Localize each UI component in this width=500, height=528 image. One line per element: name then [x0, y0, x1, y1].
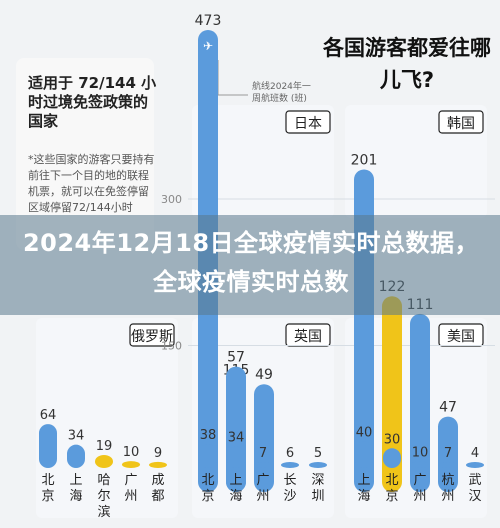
category-label: 杭	[441, 473, 454, 488]
country-title: 日本	[294, 116, 322, 132]
annotation-text: 周航班数 (班)	[252, 92, 307, 104]
country-title: 韩国	[447, 116, 475, 132]
category-label: 上	[229, 473, 242, 488]
value-label: 4	[471, 446, 479, 461]
category-label: 北	[385, 473, 398, 488]
bar	[199, 444, 217, 468]
category-label: 京	[201, 489, 214, 504]
bar	[411, 461, 429, 468]
category-label: 上	[69, 473, 82, 488]
value-label: 64	[40, 408, 57, 423]
value-label: 49	[255, 367, 273, 383]
category-label: 滨	[97, 504, 110, 520]
category-label: 上	[357, 473, 370, 488]
bar	[466, 462, 484, 468]
country-tag	[285, 110, 331, 134]
value-label: 34	[228, 431, 245, 446]
value-label: 38	[200, 428, 217, 443]
banner-text: 2024年12月18日全球疫情实时总数据，全球疫情实时总数	[22, 229, 480, 296]
category-label: 哈	[97, 473, 110, 488]
bar	[149, 461, 167, 468]
category-label: 海	[357, 489, 370, 504]
value-label: 7	[259, 446, 267, 461]
bar	[410, 313, 430, 492]
tick-label: 150	[161, 339, 182, 352]
value-label: 40	[356, 426, 373, 441]
category-label: 圳	[311, 489, 324, 504]
value-label: 57	[227, 350, 245, 366]
category-label: 武	[468, 473, 481, 488]
value-label: 7	[444, 446, 452, 461]
category-label: 州	[124, 489, 137, 504]
category-label: 深	[311, 473, 324, 488]
tick-label: 300	[161, 193, 182, 206]
annotation-text: 航线2024年一	[252, 80, 311, 92]
country-tag	[438, 323, 484, 347]
value-label: 19	[96, 439, 113, 454]
category-label: 州	[441, 489, 454, 504]
value-label: 10	[412, 445, 429, 460]
category-label: 都	[151, 489, 164, 504]
country-tag	[129, 323, 175, 347]
category-label: 京	[41, 489, 54, 504]
category-label: 海	[69, 489, 82, 504]
value-label: 47	[439, 400, 457, 416]
bar	[309, 462, 327, 468]
bar	[227, 446, 245, 468]
value-label: 5	[314, 446, 322, 461]
value-label: 9	[154, 446, 162, 461]
info-title: 适用于 72/144 小时过境免签政策的国家	[28, 74, 157, 130]
bar	[281, 462, 299, 468]
headline: 各国游客都爱往哪儿飞?	[323, 36, 491, 92]
panel-background	[36, 318, 178, 518]
category-label: 北	[201, 473, 214, 488]
category-label: 海	[229, 489, 242, 504]
category-label: 州	[413, 489, 426, 504]
category-label: 汉	[468, 489, 481, 504]
country-tag	[438, 110, 484, 134]
bar	[383, 448, 401, 468]
value-label: 34	[68, 429, 85, 444]
category-label: 京	[385, 489, 398, 504]
country-tag	[285, 323, 331, 347]
category-label: 州	[256, 489, 269, 504]
bar	[122, 461, 140, 468]
bar	[439, 462, 457, 468]
category-label: 广	[256, 473, 269, 488]
value-label: 201	[351, 152, 378, 168]
bar	[67, 444, 85, 468]
plane-icon: ✈	[203, 39, 213, 53]
banner-overlay	[0, 215, 500, 315]
bar	[39, 424, 57, 468]
value-label: 6	[286, 446, 294, 461]
category-label: 沙	[283, 489, 296, 504]
bar	[382, 296, 402, 492]
info-note: *这些国家的游客只要持有前往下一个目的地的联程机票，就可以在免签停留区域停留72…	[28, 153, 155, 214]
category-label: 尔	[97, 489, 110, 504]
bar	[438, 416, 458, 492]
value-label: 10	[123, 445, 140, 460]
country-title: 美国	[447, 329, 475, 345]
value-label: 473	[195, 13, 222, 29]
bar	[355, 441, 373, 468]
country-title: 俄罗斯	[131, 329, 173, 345]
bar	[254, 462, 272, 468]
bar	[95, 454, 113, 468]
country-title: 英国	[294, 328, 322, 345]
category-label: 成	[151, 473, 164, 488]
category-label: 广	[124, 473, 137, 488]
category-label: 广	[413, 473, 426, 488]
category-label: 长	[283, 473, 296, 488]
value-label: 30	[384, 432, 401, 447]
category-label: 北	[41, 473, 54, 488]
